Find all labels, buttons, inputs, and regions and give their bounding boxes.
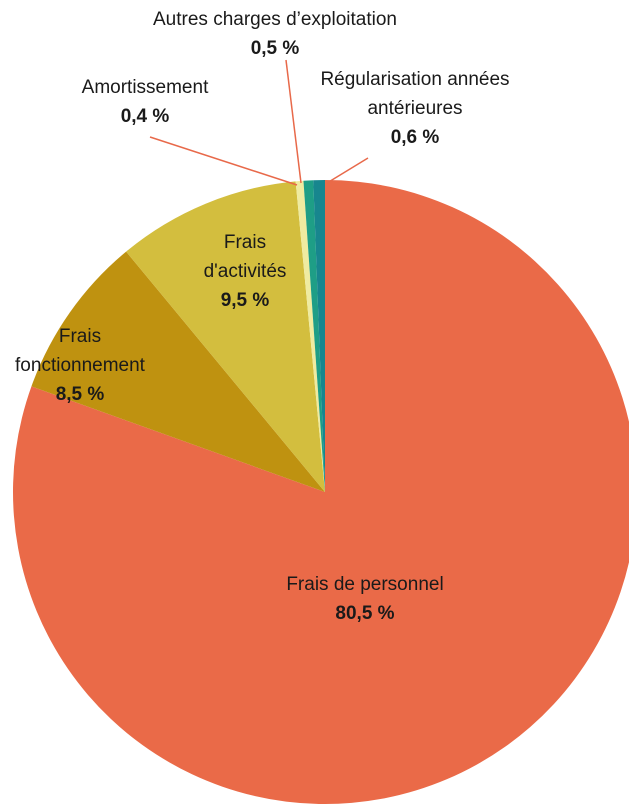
slice-label: Autres charges d’exploitation: [153, 9, 397, 30]
pie-slice: [31, 251, 326, 492]
slice-label: Frais fonctionnement: [15, 326, 146, 376]
pie-slice: [295, 180, 325, 492]
pie-slice: [303, 180, 325, 492]
slice-label: Frais de personnel: [286, 574, 443, 595]
pie-slice: [126, 181, 325, 492]
slice-value-label: 0,5 %: [251, 38, 300, 59]
leader-line: [285, 59, 302, 184]
pie-slice: [13, 180, 629, 804]
slice-value-label: 8,5 %: [56, 384, 105, 405]
leader-line: [149, 136, 298, 186]
slice-value-label: 0,4 %: [121, 106, 170, 127]
slice-value-label: 0,6 %: [391, 127, 440, 148]
slice-label: Amortissement: [82, 77, 209, 98]
pie-slice: [313, 180, 325, 492]
slice-label: Frais d'activités: [204, 232, 287, 282]
slice-label: Régularisation années antérieures: [320, 69, 509, 119]
slice-value-label: 80,5 %: [335, 603, 394, 624]
slice-value-label: 9,5 %: [221, 290, 270, 311]
leader-line: [326, 157, 369, 184]
